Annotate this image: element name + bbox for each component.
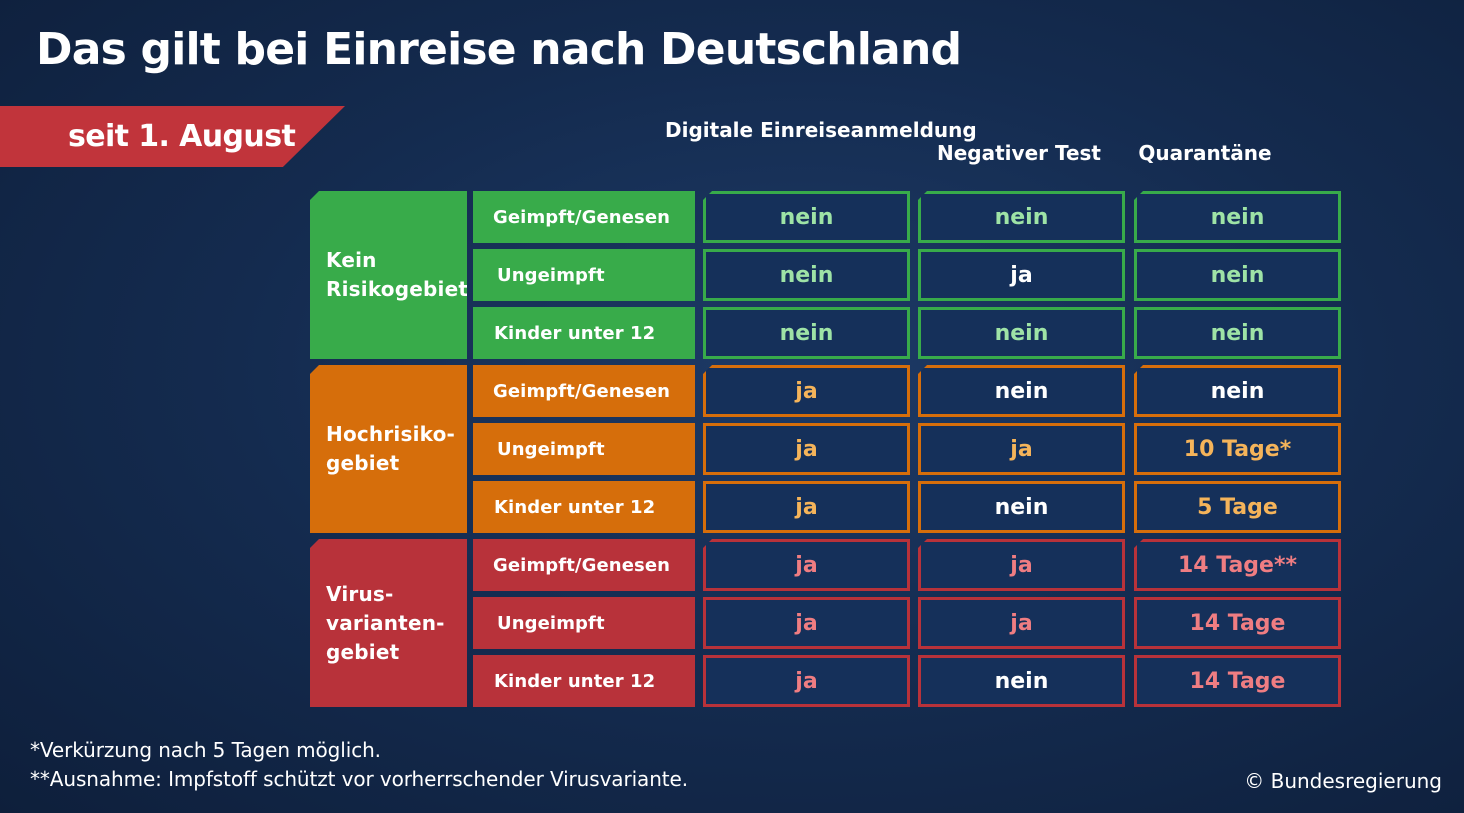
- group-label-3: Virus- varianten- gebiet: [310, 539, 467, 707]
- row-label: Ungeimpft: [473, 249, 695, 301]
- table-cell: nein: [918, 307, 1125, 359]
- row-label: Kinder unter 12: [473, 481, 695, 533]
- table-cell: nein: [918, 655, 1125, 707]
- table-cell: ja: [918, 597, 1125, 649]
- table-cell: ja: [703, 481, 910, 533]
- table-cell: ja: [703, 539, 910, 591]
- footnote-1: *Verkürzung nach 5 Tagen möglich.: [30, 738, 381, 762]
- page-title: Das gilt bei Einreise nach Deutschland: [36, 24, 962, 75]
- table-cell: 14 Tage: [1134, 597, 1341, 649]
- table-cell: nein: [703, 191, 910, 243]
- group-label-2: Hochrisiko- gebiet: [310, 365, 467, 533]
- table-cell: nein: [918, 191, 1125, 243]
- group-label-1: Kein Risikogebiet: [310, 191, 467, 359]
- table-cell: nein: [918, 481, 1125, 533]
- table-cell: 5 Tage: [1134, 481, 1341, 533]
- table-cell: nein: [1134, 307, 1341, 359]
- table-cell: 14 Tage**: [1134, 539, 1341, 591]
- date-banner-label: seit 1. August: [68, 119, 296, 154]
- table-cell: nein: [703, 307, 910, 359]
- row-label: Kinder unter 12: [473, 655, 695, 707]
- row-label: Geimpft/Genesen: [473, 365, 695, 417]
- row-label: Geimpft/Genesen: [473, 539, 695, 591]
- table-cell: ja: [918, 423, 1125, 475]
- column-header-3: Quarantäne: [1138, 141, 1272, 165]
- table-cell: ja: [703, 365, 910, 417]
- table-cell: nein: [703, 249, 910, 301]
- table-cell: nein: [1134, 249, 1341, 301]
- table-cell: ja: [703, 597, 910, 649]
- row-label: Ungeimpft: [473, 423, 695, 475]
- table-cell: ja: [918, 539, 1125, 591]
- table-cell: ja: [918, 249, 1125, 301]
- row-label: Ungeimpft: [473, 597, 695, 649]
- table-cell: 10 Tage*: [1134, 423, 1341, 475]
- table-cell: ja: [703, 423, 910, 475]
- table-cell: 14 Tage: [1134, 655, 1341, 707]
- footnote-2: **Ausnahme: Impfstoff schützt vor vorher…: [30, 767, 688, 791]
- table-cell: nein: [1134, 191, 1341, 243]
- column-header-1: Digitale Einreiseanmeldung: [665, 118, 977, 142]
- row-label: Geimpft/Genesen: [473, 191, 695, 243]
- date-banner: seit 1. August: [0, 106, 345, 167]
- copyright: © Bundesregierung: [1244, 769, 1442, 793]
- table-cell: ja: [703, 655, 910, 707]
- column-header-2: Negativer Test: [937, 141, 1101, 165]
- row-label: Kinder unter 12: [473, 307, 695, 359]
- table-cell: nein: [918, 365, 1125, 417]
- table-cell: nein: [1134, 365, 1341, 417]
